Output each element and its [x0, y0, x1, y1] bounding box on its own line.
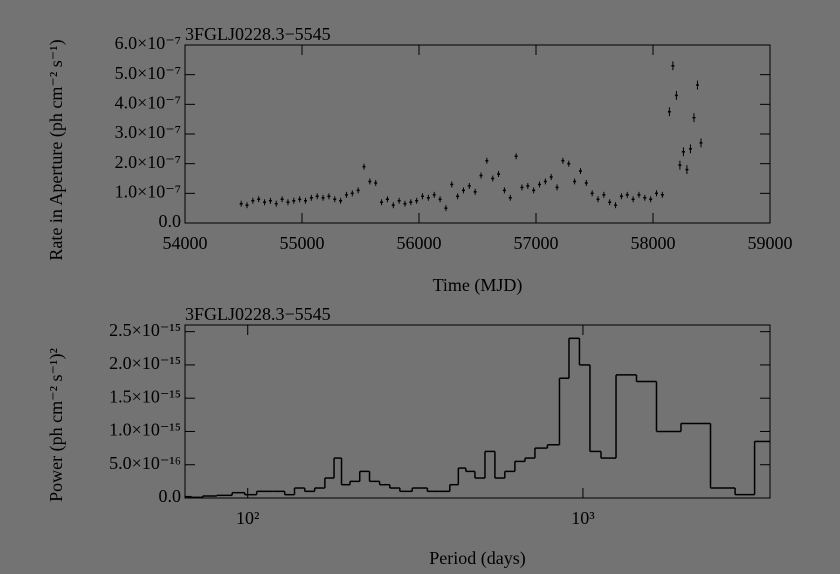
x-axis-label: Period (days) [429, 548, 525, 569]
x-tick-label: 10² [236, 508, 259, 528]
y-tick-label: 1.5×10⁻¹⁵ [109, 386, 181, 406]
y-tick-label: 1.0×10⁻⁷ [115, 181, 181, 201]
y-tick-label: 5.0×10⁻¹⁶ [109, 453, 181, 473]
x-tick-label: 54000 [163, 233, 208, 253]
y-axis-label: Rate in Aperture (ph cm⁻² s⁻¹) [46, 39, 67, 260]
y-tick-label: 4.0×10⁻⁷ [115, 92, 181, 112]
chart-title: 3FGLJ0228.3−5545 [185, 24, 331, 44]
x-tick-label: 55000 [280, 233, 325, 253]
y-tick-label: 1.0×10⁻¹⁵ [109, 420, 181, 440]
x-axis-label: Time (MJD) [433, 275, 523, 296]
x-tick-label: 10³ [571, 508, 595, 528]
y-tick-label: 3.0×10⁻⁷ [115, 122, 181, 142]
y-axis-label: Power (ph cm⁻² s⁻¹)² [46, 348, 67, 502]
y-tick-label: 2.0×10⁻⁷ [115, 152, 181, 172]
plot-frame [184, 324, 771, 499]
plot-frame [184, 44, 771, 224]
y-tick-label: 0.0 [159, 211, 182, 231]
y-tick-label: 2.0×10⁻¹⁵ [109, 353, 181, 373]
x-tick-label: 58000 [631, 233, 676, 253]
y-tick-label: 6.0×10⁻⁷ [115, 33, 181, 53]
x-tick-label: 56000 [397, 233, 442, 253]
x-tick-label: 57000 [514, 233, 559, 253]
chart-title: 3FGLJ0228.3−5545 [185, 304, 331, 324]
y-tick-label: 2.5×10⁻¹⁵ [109, 320, 181, 340]
y-tick-label: 5.0×10⁻⁷ [115, 63, 181, 83]
x-tick-label: 59000 [748, 233, 793, 253]
y-tick-label: 0.0 [159, 486, 182, 506]
